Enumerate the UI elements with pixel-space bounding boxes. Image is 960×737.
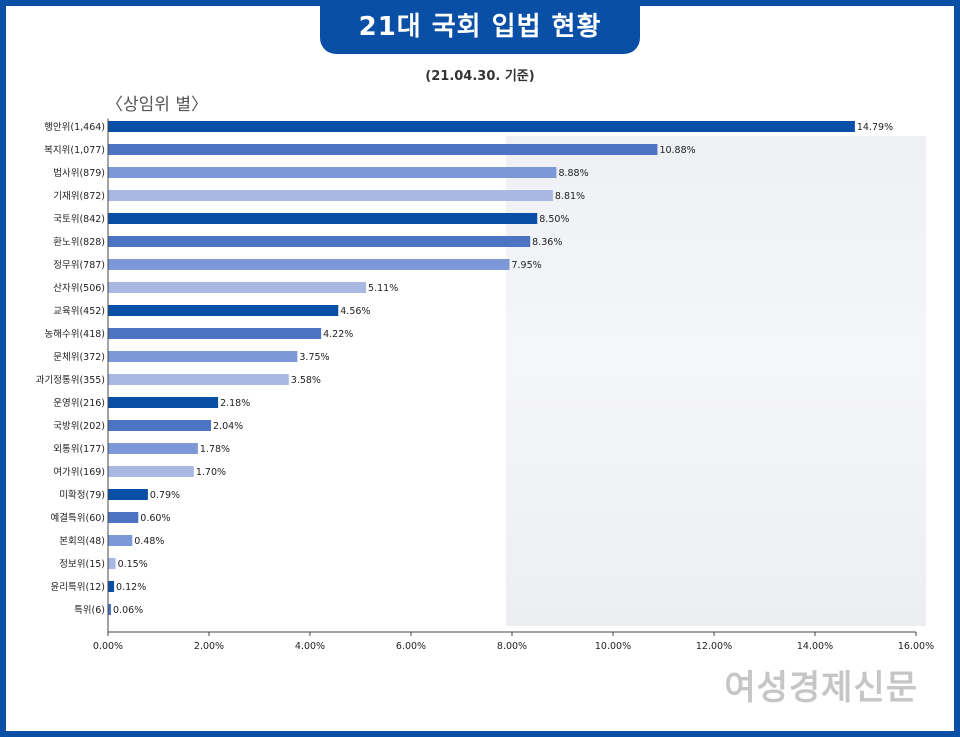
bar [108, 121, 855, 132]
bar [108, 535, 133, 546]
category-label: 행안위(1,464) [44, 121, 105, 133]
bar [108, 213, 538, 224]
category-label: 미확정(79) [59, 489, 105, 501]
value-label: 1.70% [196, 467, 226, 478]
x-tick-label: 10.00% [595, 641, 631, 652]
x-tick-label: 6.00% [396, 641, 426, 652]
bar [108, 581, 115, 592]
value-label: 8.88% [558, 168, 588, 179]
category-label: 문체위(372) [53, 351, 105, 363]
bar [108, 512, 139, 523]
bar [108, 489, 148, 500]
category-label: 농해수위(418) [44, 328, 105, 340]
x-tick-label: 4.00% [295, 641, 325, 652]
bar [108, 259, 510, 270]
value-label: 0.48% [134, 536, 164, 547]
category-label: 윤리특위(12) [51, 581, 105, 593]
value-label: 0.79% [150, 490, 180, 501]
category-label: 정무위(787) [53, 259, 105, 271]
bar [108, 328, 322, 339]
x-tick-label: 16.00% [898, 641, 934, 652]
category-label: 여가위(169) [53, 466, 105, 478]
bar [108, 351, 298, 362]
bar [108, 167, 557, 178]
category-label: 복지위(1,077) [44, 144, 105, 156]
bar [108, 374, 289, 385]
bar [108, 420, 212, 431]
category-labels-layer: 행안위(1,464) 복지위(1,077) 법사위(879) 기재위(872) 국토위(… [36, 121, 105, 616]
value-label: 4.56% [340, 306, 370, 317]
category-label: 예결특위(60) [51, 512, 105, 524]
bar [108, 305, 339, 316]
value-label: 2.18% [220, 398, 250, 409]
x-tick-label: 14.00% [797, 641, 833, 652]
value-label: 0.12% [116, 582, 146, 593]
x-tick-label: 2.00% [194, 641, 224, 652]
category-label: 국방위(202) [53, 420, 105, 432]
value-label: 14.79% [857, 122, 893, 133]
bar [108, 397, 219, 408]
bar [108, 443, 198, 454]
x-axis: 0.00% 2.00% 4.00% 6.00% 8.00% 10.00% 12.00% 14.… [93, 118, 934, 652]
bars-layer [108, 121, 855, 615]
bar [108, 144, 658, 155]
value-label: 2.04% [213, 421, 243, 432]
value-label: 0.06% [113, 605, 143, 616]
value-label: 10.88% [659, 145, 695, 156]
title-banner: 21대 국회 입법 현황 [320, 0, 640, 54]
value-label: 5.11% [368, 283, 398, 294]
bar [108, 282, 367, 293]
value-label: 8.36% [532, 237, 562, 248]
bar [108, 190, 553, 201]
x-tick-label: 12.00% [696, 641, 732, 652]
category-label: 본회의(48) [59, 536, 105, 547]
value-label: 4.22% [323, 329, 353, 340]
category-label: 과기정통위(355) [36, 374, 105, 386]
category-label: 환노위(828) [53, 236, 105, 248]
value-label: 8.50% [539, 214, 569, 225]
gavel-background-image [506, 136, 926, 626]
group-label: 〈상임위 별〉 [106, 95, 208, 115]
value-label: 0.60% [140, 513, 170, 524]
bar [108, 466, 194, 477]
value-label: 3.58% [291, 375, 321, 386]
date-subtitle: (21.04.30. 기준) [425, 69, 535, 84]
category-label: 외통위(177) [53, 443, 105, 455]
category-label: 운영위(216) [53, 397, 105, 409]
category-label: 법사위(879) [53, 167, 105, 179]
category-label: 산자위(506) [53, 282, 105, 294]
value-label: 0.15% [118, 559, 148, 570]
value-label: 3.75% [299, 352, 329, 363]
publisher-watermark: 여성경제신문 [724, 668, 918, 708]
value-label: 1.78% [200, 444, 230, 455]
category-label: 국토위(842) [53, 213, 105, 225]
value-labels-layer: 14.79% 10.88% 8.88% 8.81% 8.50% 8.36% 7.95% 5.1… [113, 122, 893, 616]
x-tick-label: 8.00% [497, 641, 527, 652]
category-label: 교육위(452) [53, 305, 105, 317]
x-tick-label: 0.00% [93, 641, 123, 652]
value-label: 7.95% [511, 260, 541, 271]
bar [108, 558, 116, 569]
bar [108, 236, 531, 247]
category-label: 정보위(15) [59, 558, 105, 570]
page-title: 21대 국회 입법 현황 [358, 11, 602, 42]
bar [108, 604, 112, 615]
value-label: 8.81% [555, 191, 585, 202]
category-label: 특위(6) [74, 604, 105, 616]
category-label: 기재위(872) [53, 190, 105, 202]
